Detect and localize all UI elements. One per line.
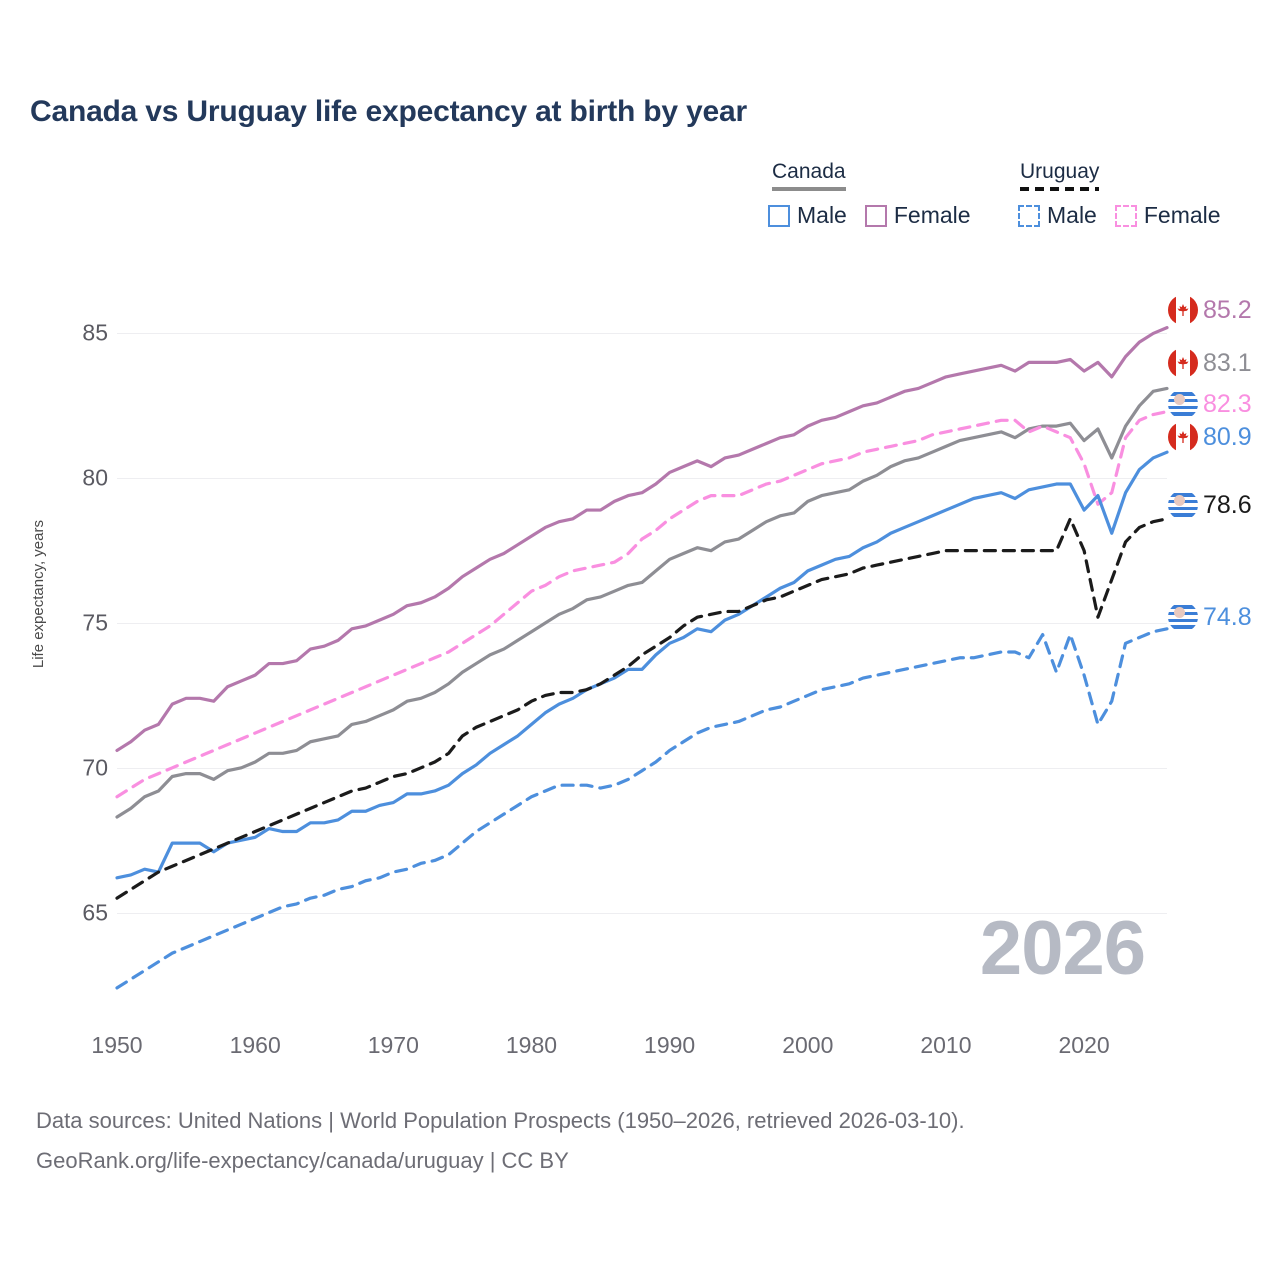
x-axis-tick: 1970 — [367, 1032, 419, 1058]
flag-stripe — [1168, 625, 1198, 629]
end-label-value: 83.1 — [1203, 348, 1252, 377]
legend-swatch-uruguay-female — [1114, 204, 1137, 227]
legend: Canada Uruguay Male Female Male — [760, 160, 1260, 240]
maple-leaf-icon — [1177, 304, 1189, 316]
legend-rule-canada — [772, 187, 846, 191]
legend-item-canada-male[interactable]: Male — [768, 202, 847, 229]
legend-label-uruguay-male: Male — [1047, 202, 1097, 228]
sun-of-may-icon — [1173, 494, 1185, 506]
end-label-value: 78.6 — [1203, 490, 1252, 519]
end-label-canada_male: 80.9 — [1168, 422, 1252, 452]
legend-country-uruguay: Uruguay — [1020, 160, 1100, 183]
end-label-value: 82.3 — [1203, 389, 1252, 418]
legend-item-uruguay-male[interactable]: Male — [1018, 202, 1097, 229]
legend-group-uruguay: Uruguay — [1020, 160, 1100, 191]
end-label-value: 80.9 — [1203, 422, 1252, 451]
year-watermark: 2026 — [979, 906, 1146, 991]
gridline — [117, 478, 1167, 480]
end-label-canada_female: 85.2 — [1168, 295, 1252, 325]
y-axis-tick: 70 — [82, 754, 108, 781]
x-axis-tick: 1990 — [644, 1032, 696, 1058]
end-label-uruguay_female: 82.3 — [1168, 389, 1252, 419]
canada-flag-icon — [1168, 422, 1198, 452]
line-uruguay_female — [115, 410, 1169, 799]
flag-stripe — [1168, 605, 1198, 609]
legend-label-canada-female: Female — [893, 202, 971, 228]
end-label-uruguay_total: 78.6 — [1168, 490, 1252, 520]
line-canada_male — [115, 450, 1169, 880]
line-uruguay_total — [115, 517, 1169, 900]
legend-rule-uruguay — [1020, 187, 1100, 191]
x-axis-tick: 1950 — [91, 1032, 143, 1058]
gridline — [117, 912, 1167, 914]
page-title: Canada vs Uruguay life expectancy at bir… — [30, 95, 747, 128]
end-label-canada_total: 83.1 — [1168, 348, 1252, 378]
uruguay-flag-icon — [1168, 602, 1198, 632]
y-axis-tick: 75 — [82, 609, 108, 636]
line-canada_total — [115, 386, 1169, 819]
x-axis-tick: 2020 — [1058, 1032, 1110, 1058]
legend-label-canada-male: Male — [797, 202, 847, 228]
flag-stripe — [1168, 493, 1198, 497]
line-uruguay_male — [115, 627, 1169, 990]
x-axis-tick: 2010 — [920, 1032, 972, 1058]
legend-swatch-uruguay-male — [1018, 204, 1040, 227]
gridline — [117, 623, 1167, 625]
legend-items-uruguay: Male Female — [1018, 202, 1221, 229]
legend-label-uruguay-female: Female — [1143, 202, 1221, 228]
legend-item-uruguay-female[interactable]: Female — [1114, 202, 1221, 229]
footer-line-1: Data sources: United Nations | World Pop… — [36, 1108, 965, 1133]
flag-stripe — [1168, 618, 1198, 622]
x-axis-tick: 2000 — [782, 1032, 834, 1058]
end-label-uruguay_male: 74.8 — [1168, 602, 1252, 632]
legend-country-canada: Canada — [772, 160, 846, 183]
gridline — [117, 767, 1167, 769]
uruguay-flag-icon — [1168, 490, 1198, 520]
canada-flag-icon — [1168, 295, 1198, 325]
y-axis-tick: 85 — [82, 319, 108, 346]
flag-stripe — [1168, 513, 1198, 517]
x-axis-tick: 1980 — [505, 1032, 558, 1058]
flag-stripe — [1168, 506, 1198, 510]
legend-item-canada-female[interactable]: Female — [864, 202, 971, 229]
legend-swatch-canada-female — [864, 204, 887, 227]
end-label-value: 85.2 — [1203, 295, 1252, 324]
line-canada_female — [115, 326, 1169, 753]
sun-of-may-icon — [1173, 393, 1185, 405]
legend-swatch-canada-male — [768, 204, 790, 227]
footer-line-2: GeoRank.org/life-expectancy/canada/urugu… — [36, 1148, 569, 1173]
flag-stripe — [1168, 412, 1198, 416]
uruguay-flag-icon — [1168, 389, 1198, 419]
canada-flag-icon — [1168, 348, 1198, 378]
maple-leaf-icon — [1177, 431, 1189, 443]
gridline — [117, 333, 1167, 335]
maple-leaf-icon — [1177, 357, 1189, 369]
end-label-value: 74.8 — [1203, 602, 1252, 631]
flag-stripe — [1168, 392, 1198, 396]
y-axis-tick: 65 — [82, 899, 108, 926]
legend-group-canada: Canada — [772, 160, 846, 191]
sun-of-may-icon — [1173, 606, 1185, 618]
y-axis-tick: 80 — [82, 464, 108, 491]
x-axis-tick: 1960 — [229, 1032, 281, 1058]
legend-items-canada: Male Female — [768, 202, 971, 229]
flag-stripe — [1168, 405, 1198, 409]
